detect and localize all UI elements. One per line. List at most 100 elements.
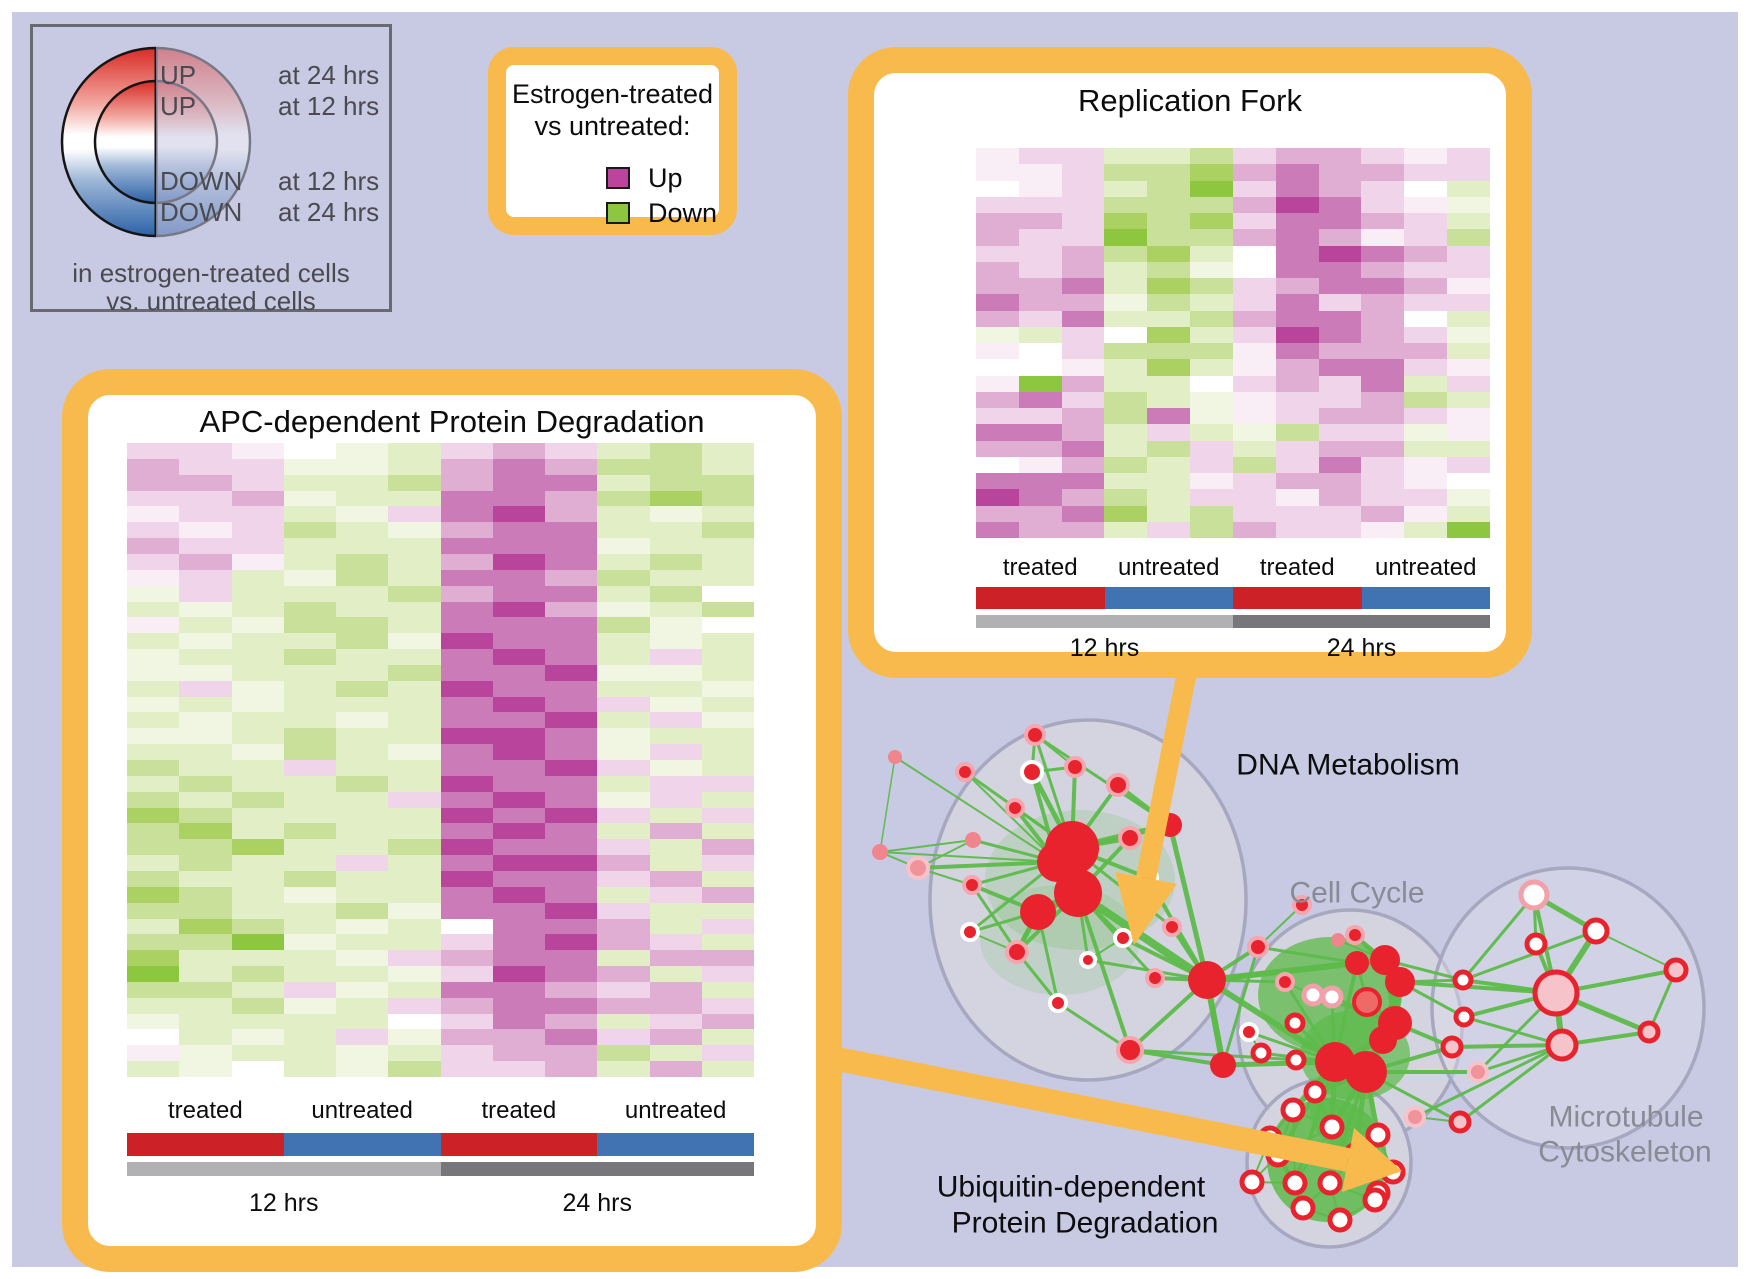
network-node	[1118, 826, 1142, 850]
heatmap-cell	[388, 522, 441, 539]
up-color-swatch	[606, 167, 630, 189]
heatmap-cell	[388, 1061, 441, 1077]
heatmap-cell	[1404, 456, 1448, 473]
time-label: 24 hrs	[1326, 634, 1397, 662]
heatmap-cell	[283, 902, 336, 919]
network-node	[1239, 1022, 1259, 1042]
heatmap-cell	[336, 934, 389, 951]
heatmap-cell	[283, 855, 336, 871]
heatmap-cell	[388, 981, 441, 998]
heatmap-cell	[336, 823, 389, 840]
heatmap-cell	[231, 522, 284, 539]
heatmap-cell	[649, 712, 702, 729]
heatmap-cell	[545, 696, 598, 713]
heatmap-cell	[1361, 359, 1405, 376]
heatmap-cell	[1361, 245, 1405, 262]
heatmap-cell	[388, 458, 441, 475]
heatmap-cell	[231, 744, 284, 760]
heatmap-cell	[1190, 294, 1233, 311]
heatmap-cell	[231, 950, 284, 967]
heatmap-cell	[336, 886, 389, 903]
network-edge	[1206, 960, 1358, 983]
heatmap-cell	[649, 490, 702, 507]
replication-fork-panel: Replication Fork treated untreated treated…	[848, 47, 1532, 678]
heatmap-cell	[1190, 456, 1233, 473]
legend-down-12-dir: DOWN	[160, 166, 243, 196]
group-label: untreated	[311, 1097, 413, 1124]
group-label: treated	[481, 1097, 557, 1124]
heatmap-cell	[179, 1045, 232, 1062]
heatmap-cell	[597, 601, 650, 618]
heatmap-cell	[440, 443, 493, 459]
heatmap-cell	[1447, 489, 1490, 506]
heatmap-cell	[1232, 229, 1276, 246]
heatmap-cell	[1318, 310, 1362, 327]
heatmap-cell	[649, 775, 702, 792]
heatmap-cell	[701, 1029, 754, 1046]
heatmap-cell	[649, 744, 702, 760]
heatmap-cell	[649, 870, 702, 887]
heatmap-cell	[545, 474, 598, 491]
heatmap-cell	[1361, 164, 1405, 181]
heatmap-cell	[231, 1029, 284, 1046]
heatmap-cell	[1232, 245, 1276, 262]
heatmap-cell	[649, 886, 702, 903]
network-edge	[1205, 977, 1337, 1065]
heatmap-cell	[492, 775, 545, 792]
heatmap-cell	[440, 934, 493, 951]
heatmap-cell	[231, 585, 284, 602]
heatmap-cell	[336, 585, 389, 602]
heatmap-cell	[1275, 505, 1319, 522]
replication-fork-panel-title: Replication Fork	[1078, 83, 1302, 118]
network-node	[1317, 1170, 1343, 1196]
heatmap-cell	[336, 966, 389, 982]
heatmap-cell	[649, 839, 702, 856]
heatmap-cell	[1447, 456, 1490, 473]
heatmap-cell	[1104, 375, 1148, 392]
time-24hrs-bar	[1233, 615, 1490, 628]
heatmap-cell	[701, 553, 754, 570]
heatmap-cell	[1447, 505, 1490, 522]
network-node	[1280, 1097, 1306, 1123]
heatmap-cell	[1318, 196, 1362, 213]
heatmap-cell	[440, 902, 493, 919]
heatmap-cell	[1232, 326, 1276, 343]
heatmap-cell	[283, 1045, 336, 1062]
heatmap-cell	[597, 870, 650, 887]
heatmap-cell	[336, 633, 389, 650]
heatmap-cell	[492, 522, 545, 539]
heatmap-cell	[597, 823, 650, 840]
heatmap-cell	[1104, 343, 1148, 360]
network-edge	[917, 860, 1058, 870]
heatmap-cell	[1104, 440, 1148, 457]
heatmap-cell	[701, 664, 754, 681]
heatmap-cell	[701, 617, 754, 634]
heatmap-cell	[283, 823, 336, 840]
heatmap-cell	[440, 474, 493, 491]
heatmap-cell	[1275, 326, 1319, 343]
heatmap-cell	[701, 807, 754, 824]
heatmap-cell	[1018, 278, 1062, 295]
heatmap-cell	[701, 839, 754, 856]
heatmap-cell	[231, 966, 284, 982]
heatmap-cell	[701, 744, 754, 760]
heatmap-cell	[1361, 505, 1405, 522]
heatmap-cell	[127, 823, 180, 840]
heatmap-cell	[545, 902, 598, 919]
heatmap-cell	[1318, 505, 1362, 522]
heatmap-cell	[597, 1013, 650, 1030]
heatmap-cell	[545, 1061, 598, 1077]
heatmap-cell	[492, 490, 545, 507]
heatmap-cell	[336, 744, 389, 760]
heatmap-cell	[127, 1061, 180, 1077]
heatmap-cell	[1018, 245, 1062, 262]
heatmap-cell	[1404, 408, 1448, 425]
heatmap-cell	[388, 696, 441, 713]
heatmap-cell	[127, 1045, 180, 1062]
heatmap-cell	[1404, 310, 1448, 327]
heatmap-cell	[1190, 489, 1233, 506]
network-edge	[1414, 1043, 1563, 1119]
heatmap-cell	[492, 649, 545, 665]
network-edge	[1595, 930, 1677, 971]
heatmap-cell	[1447, 375, 1490, 392]
